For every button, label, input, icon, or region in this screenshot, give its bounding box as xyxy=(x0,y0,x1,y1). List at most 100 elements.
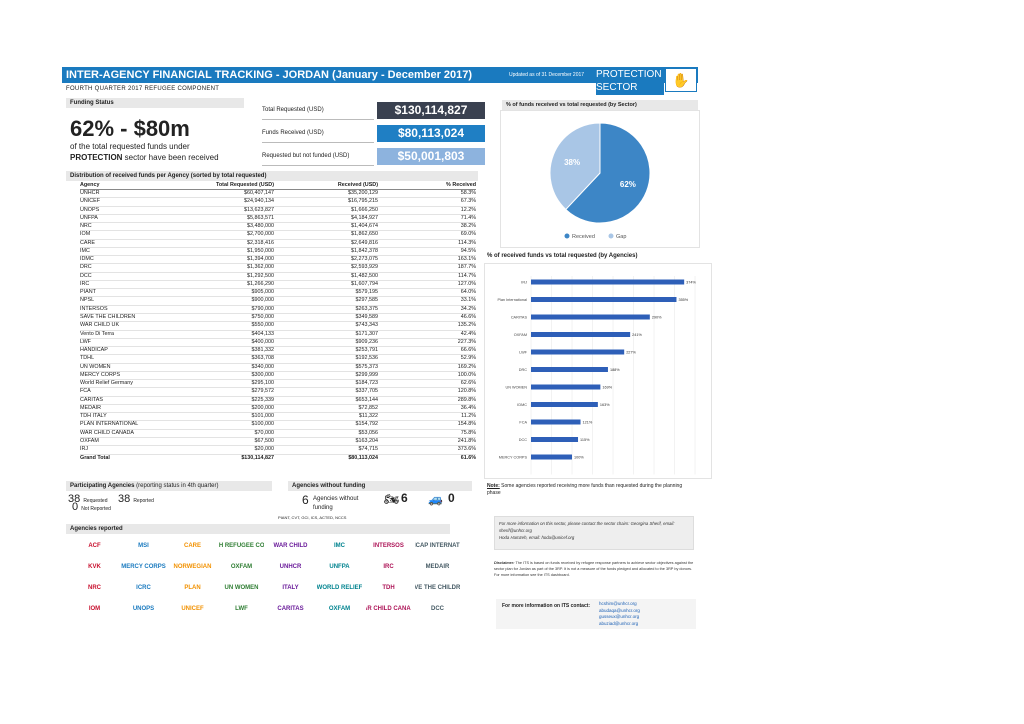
percent-cell: 52.9% xyxy=(378,354,476,364)
percent-cell: 114.7% xyxy=(378,272,476,281)
requested-cell: $279,572 xyxy=(180,387,274,397)
bar-chart: IRJ 374% Plan International 355% CARITAS 290%… xyxy=(484,263,712,479)
table-row: World Relief Germany $295,100 $184,723 62.6… xyxy=(80,379,476,389)
requested-cell: $400,000 xyxy=(180,338,274,348)
agency-logo: KVK xyxy=(88,564,101,570)
agency-logo: IMC xyxy=(334,543,345,549)
agency-name: DRC xyxy=(80,263,180,273)
participating-note: (reporting status in 4th quarter) xyxy=(136,483,219,489)
received-cell: $1,482,500 xyxy=(274,272,378,281)
received-cell: $72,852 xyxy=(274,404,378,414)
requested-cell: $381,332 xyxy=(180,346,274,356)
agency-name: MERCY CORPS xyxy=(80,371,180,381)
requested-cell: $900,000 xyxy=(180,296,274,306)
col-requested: Total Requested (USD) xyxy=(180,181,274,190)
agency-name: World Relief Germany xyxy=(80,379,180,389)
no-funding-text: Agencies without funding xyxy=(313,496,359,511)
total-percent: 61.6% xyxy=(378,453,476,462)
bar-category-label: DCC xyxy=(519,438,527,442)
agency-logo: WORLD RELIEF xyxy=(317,585,362,591)
requested-cell: $20,000 xyxy=(180,445,274,455)
bar-data-label: 169% xyxy=(602,386,612,390)
percent-cell: 69.0% xyxy=(378,230,476,240)
table-row: SAVE THE CHILDREN $750,000 $349,589 46.6% xyxy=(80,313,476,323)
received-cell: $53,056 xyxy=(274,429,378,438)
agency-logo: SAVE THE CHILDREN xyxy=(415,585,460,591)
percent-cell: 75.8% xyxy=(378,429,476,438)
requested-cell: $101,000 xyxy=(180,412,274,422)
received-cell: $154,792 xyxy=(274,420,378,430)
contact-box: For more information on this sector, ple… xyxy=(494,516,694,550)
table-row: FCA $279,572 $337,705 120.8% xyxy=(80,387,476,397)
table-row: UNFPA $5,863,571 $4,184,927 71.4% xyxy=(80,214,476,224)
disclaimer: Disclaimer: The ITS is based on funds re… xyxy=(494,561,694,577)
no-funding-label: Agencies without funding xyxy=(288,481,472,491)
percent-cell: 100.0% xyxy=(378,371,476,381)
requested-cell: $2,700,000 xyxy=(180,230,274,240)
percent-cell: 42.4% xyxy=(378,330,476,339)
requested-cell: $200,000 xyxy=(180,404,274,414)
percent-cell: 34.2% xyxy=(378,305,476,315)
requested-cell: $790,000 xyxy=(180,305,274,315)
received-cell: $4,184,927 xyxy=(274,214,378,224)
percent-cell: 33.1% xyxy=(378,296,476,306)
received-cell: $11,322 xyxy=(274,412,378,422)
received-cell: $2,273,075 xyxy=(274,255,378,265)
percent-cell: 187.7% xyxy=(378,263,476,273)
agency-logo: ACF xyxy=(88,543,101,549)
table-row: CARITAS $225,339 $653,144 289.8% xyxy=(80,396,476,405)
legend-label: Gap xyxy=(616,234,626,240)
no-funding-agencies: PIANT, CVT, GCI, ICS, ACTED, NCCS xyxy=(278,515,347,520)
table-row: PIANT $905,000 $579,195 64.0% xyxy=(80,288,476,298)
legend-label: Received xyxy=(572,234,595,240)
bar-data-label: 188% xyxy=(610,368,620,372)
bar-category-label: FCA xyxy=(519,421,527,425)
its-contact-links[interactable]: hcshim@unhcr.org abudaqa@unhcr.org gusseux… xyxy=(599,601,640,626)
agency-logo: DANISH REFUGEE COUNCIL xyxy=(219,543,264,549)
bar-category-label: LWF xyxy=(519,351,527,355)
table-header-row: Agency Total Requested (USD) Received (U… xyxy=(80,181,476,190)
table-row: IOM $2,700,000 $1,862,650 69.0% xyxy=(80,230,476,240)
agency-name: UNFPA xyxy=(80,214,180,224)
car-icon: 🚙 xyxy=(428,492,443,506)
bar xyxy=(531,349,625,355)
received-cell: $2,593,929 xyxy=(274,263,378,273)
received-cell: $163,204 xyxy=(274,437,378,447)
bar-category-label: UN WOMEN xyxy=(505,386,527,390)
bar-data-label: 121% xyxy=(583,421,593,425)
requested-count: 38 xyxy=(68,493,81,505)
received-cell: $909,236 xyxy=(274,338,378,348)
agency-name: DCC xyxy=(80,272,180,281)
percent-cell: 114.3% xyxy=(378,239,476,248)
agency-name: NPSL xyxy=(80,296,180,306)
requested-cell: $550,000 xyxy=(180,321,274,331)
agency-name: Vento Di Terra xyxy=(80,330,180,339)
agency-name: MEDAIR xyxy=(80,404,180,414)
col-received: Received (USD) xyxy=(274,181,378,190)
note-text: Note: Some agencies reported receiving m… xyxy=(487,483,683,496)
bar xyxy=(531,419,581,425)
bar xyxy=(531,402,598,407)
table-row: MERCY CORPS $300,000 $299,999 100.0% xyxy=(80,371,476,381)
motorbike-icon: 🏍 xyxy=(384,492,400,506)
bar xyxy=(531,297,677,302)
table-row: HANDICAP $381,332 $253,791 66.6% xyxy=(80,346,476,356)
agency-name: UNOPS xyxy=(80,206,180,215)
received-cell: $74,715 xyxy=(274,445,378,455)
agency-logo: MEDAIR xyxy=(425,564,450,570)
requested-cell: $2,318,416 xyxy=(180,239,274,248)
page-subtitle: FOURTH QUARTER 2017 REFUGEE COMPONENT xyxy=(66,86,220,92)
header-band xyxy=(62,67,698,83)
agency-name: UNICEF xyxy=(80,197,180,207)
percent-cell: 154.8% xyxy=(378,420,476,430)
received-cell: $1,404,674 xyxy=(274,222,378,232)
sector-band xyxy=(596,83,664,95)
bar xyxy=(531,454,572,460)
agency-logo: WAR CHILD xyxy=(273,543,308,549)
received-cell: $349,589 xyxy=(274,313,378,323)
table-row: LWF $400,000 $909,236 227.3% xyxy=(80,338,476,348)
percent-cell: 67.3% xyxy=(378,197,476,207)
requested-cell: $404,133 xyxy=(180,330,274,339)
agency-name: IOM xyxy=(80,230,180,240)
received-cell: $743,343 xyxy=(274,321,378,331)
